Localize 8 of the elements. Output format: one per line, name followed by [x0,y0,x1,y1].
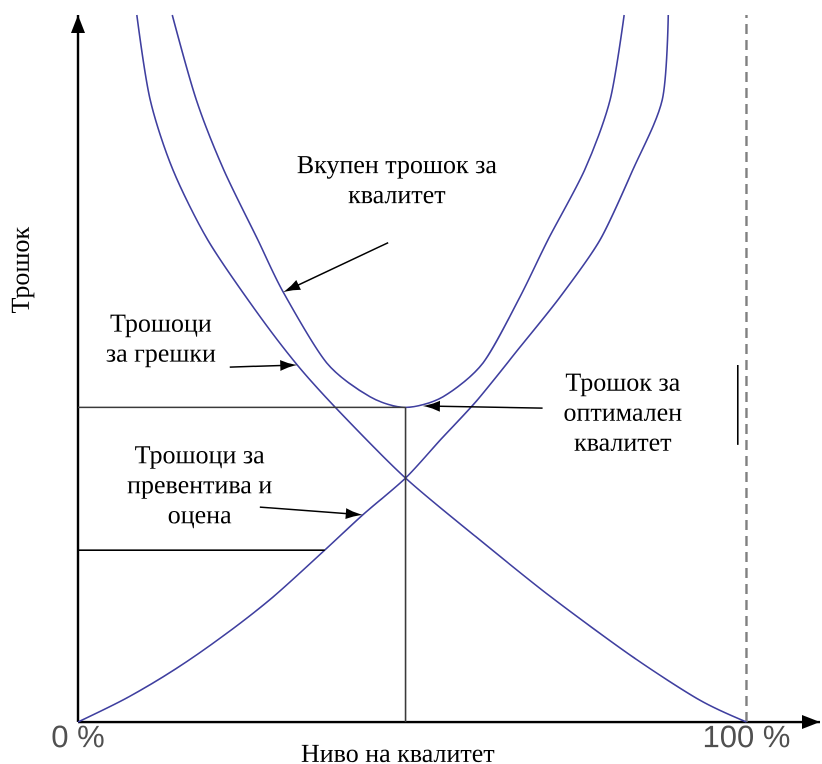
series-label: Вкупен трошок за квалитет [298,156,497,204]
annotation: Трошок за оптимален квалитет [564,374,682,451]
series-label: Трошоци за грешки [106,314,216,368]
x-tick-label: 0 % [52,726,104,748]
x-axis-title: Ниво на квалитет [302,744,494,762]
x-tick-label: 100 % [704,726,790,748]
y-axis-title: Трошок [12,226,34,314]
text: Трошоци за превентива и оцена [128,446,272,528]
